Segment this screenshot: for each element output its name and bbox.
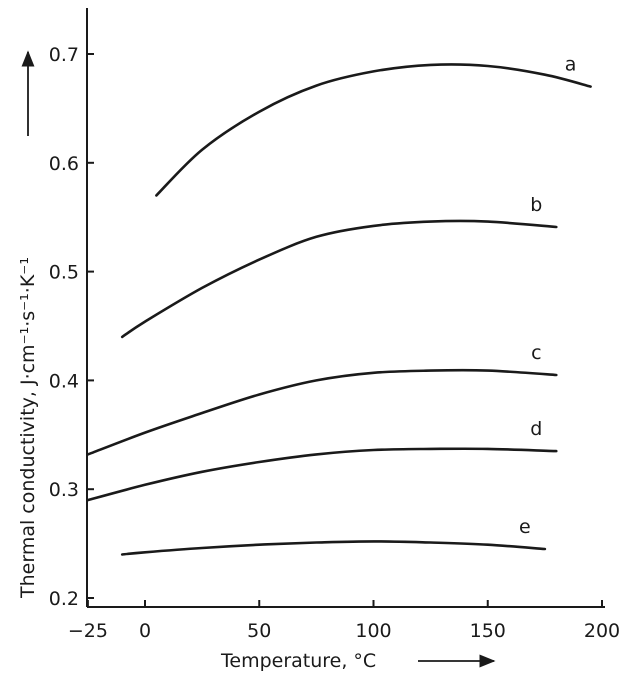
x-tick-label: 150 (470, 620, 506, 642)
y-tick-label: 0.2 (49, 588, 79, 610)
y-ticks: 0.2 0.3 0.4 0.5 0.6 0.7 (49, 44, 94, 610)
axes (86, 8, 605, 608)
y-tick-label: 0.7 (49, 44, 79, 66)
x-ticks: −25 0 50 100 150 200 (68, 600, 620, 642)
series-group (86, 63, 592, 556)
curve-labels: a b c d e (519, 54, 576, 538)
y-tick-label: 0.4 (49, 370, 79, 392)
y-tick-label: 0.5 (49, 262, 79, 284)
y-axis-title: Thermal conductivity, J·cm⁻¹·s⁻¹·K⁻¹ (17, 257, 39, 599)
series-line-d (86, 447, 558, 502)
series-line-c (86, 368, 558, 456)
x-axis-title: Temperature, °C (220, 650, 376, 672)
x-tick-label: 200 (584, 620, 620, 642)
series-label-b: b (530, 194, 542, 216)
y-tick-label: 0.3 (49, 479, 79, 501)
series-line-a (155, 63, 592, 197)
x-axis-title-group: Temperature, °C (220, 650, 496, 672)
x-tick-label: 100 (355, 620, 391, 642)
series-line-b (120, 219, 558, 339)
series-line-e (120, 540, 547, 556)
y-axis-title-group: Thermal conductivity, J·cm⁻¹·s⁻¹·K⁻¹ (17, 50, 39, 599)
x-tick-label: 0 (139, 620, 151, 642)
series-label-e: e (519, 516, 531, 538)
x-tick-label: 50 (247, 620, 271, 642)
series-label-a: a (565, 54, 577, 76)
series-label-d: d (530, 418, 542, 440)
series-label-c: c (531, 342, 541, 364)
x-tick-label: −25 (68, 620, 108, 642)
y-tick-label: 0.6 (49, 153, 79, 175)
